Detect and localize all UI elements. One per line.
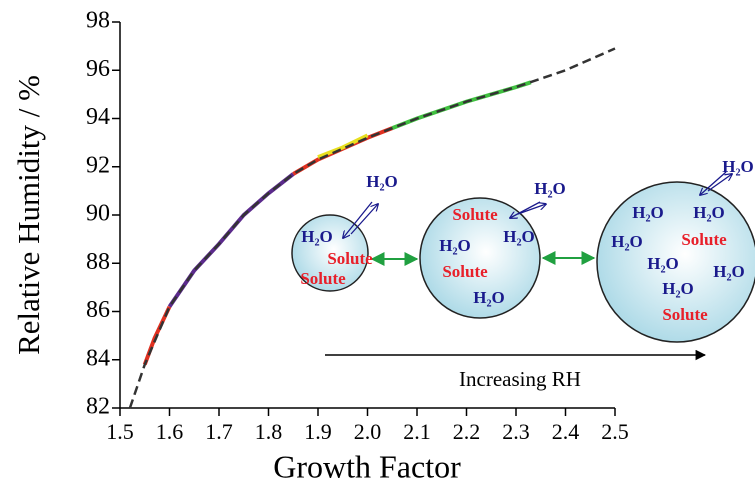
flux-arrow <box>351 204 378 234</box>
solute-label: Solute <box>327 249 373 268</box>
water-label: H₂O <box>693 203 725 222</box>
y-tick-label: 84 <box>86 345 110 371</box>
data-line <box>318 135 368 157</box>
y-tick-label: 86 <box>86 297 110 323</box>
water-label: H₂O <box>473 288 505 307</box>
data-line <box>130 49 615 408</box>
x-tick-label: 1.5 <box>106 419 134 444</box>
x-tick-label: 1.7 <box>205 419 233 444</box>
x-tick-label: 1.6 <box>156 419 184 444</box>
y-axis-title: Relative Humidity / % <box>11 75 46 355</box>
x-tick-label: 2.2 <box>453 419 481 444</box>
solute-label: Solute <box>662 305 708 324</box>
y-tick-label: 98 <box>86 8 110 34</box>
x-tick-label: 1.9 <box>304 419 332 444</box>
water-label: H₂O <box>722 157 754 176</box>
water-label: H₂O <box>439 236 471 255</box>
solute-label: Solute <box>442 262 488 281</box>
x-tick-label: 2.4 <box>552 419 580 444</box>
y-tick-label: 92 <box>86 152 110 178</box>
water-label: H₂O <box>301 227 333 246</box>
water-label: H₂O <box>534 179 566 198</box>
y-tick-label: 96 <box>86 56 110 82</box>
y-tick-label: 90 <box>86 201 110 227</box>
x-tick-label: 2.5 <box>601 419 629 444</box>
water-label: H₂O <box>662 279 694 298</box>
x-tick-label: 2.1 <box>403 419 431 444</box>
x-tick-label: 2.0 <box>354 419 382 444</box>
water-label: H₂O <box>503 227 535 246</box>
x-axis-title: Growth Factor <box>273 448 461 484</box>
data-line <box>170 174 294 307</box>
water-label: H₂O <box>632 203 664 222</box>
x-tick-label: 2.3 <box>502 419 530 444</box>
water-label: H₂O <box>713 262 745 281</box>
y-tick-label: 82 <box>86 394 110 420</box>
water-label: H₂O <box>366 172 398 191</box>
solute-label: Solute <box>452 205 498 224</box>
x-tick-label: 1.8 <box>255 419 283 444</box>
solute-label: Solute <box>681 230 727 249</box>
water-label: H₂O <box>611 232 643 251</box>
flux-arrow <box>518 204 546 214</box>
arrow-label: Increasing RH <box>459 367 581 391</box>
solute-label: Solute <box>300 269 346 288</box>
chart: Growth Factor Relative Humidity / % 82 84… <box>0 0 755 490</box>
water-label: H₂O <box>647 254 679 273</box>
y-tick-label: 94 <box>86 104 110 130</box>
y-tick-label: 88 <box>86 249 110 275</box>
